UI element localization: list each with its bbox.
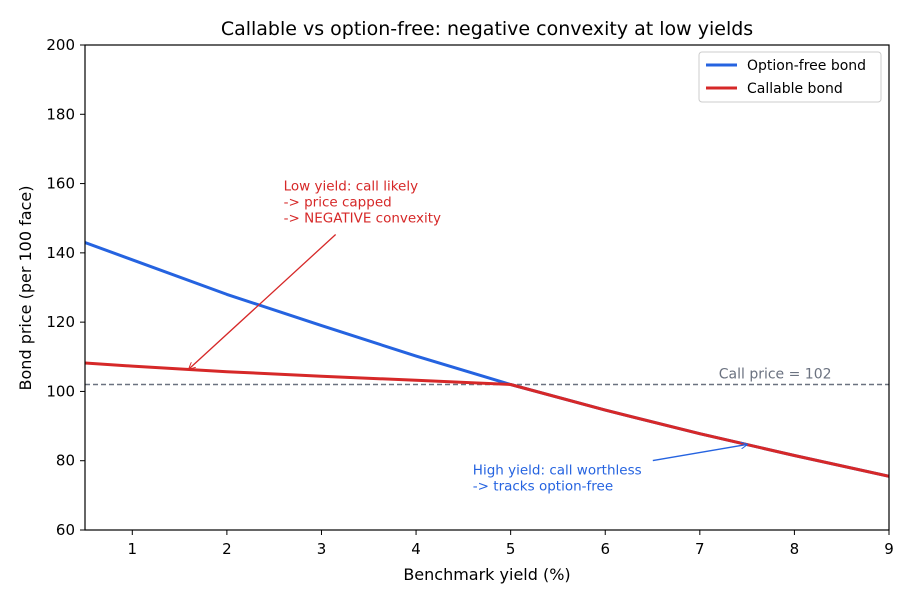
option-free-line [85,241,889,478]
legend-label-callable: Callable bond [747,81,843,97]
plot-frame [84,44,890,531]
y-tick-label: 60 [56,521,75,539]
chart-title: Callable vs option-free: negative convex… [221,18,753,40]
axis-ticks: 1 2 3 4 5 6 7 8 9 60 80 100 120 140 160 180 200 [46,36,893,558]
annotation-line: High yield: call worthless [473,463,642,479]
x-tick-label: 1 [128,540,138,558]
annotation-text: Low yield: call likely -> price capped -> … [284,179,441,227]
x-tick-label: 8 [790,540,800,558]
legend-label-option-free: Option-free bond [747,58,866,74]
x-tick-label: 4 [411,540,421,558]
annotation-text: High yield: call worthless -> tracks opti… [473,463,642,495]
y-tick-label: 100 [46,382,75,400]
y-tick-label: 120 [46,313,75,331]
annotation-line: -> tracks option-free [473,479,613,495]
x-tick-label: 5 [506,540,516,558]
x-tick-label: 7 [695,540,705,558]
annotation-line: -> price capped [284,195,392,211]
x-tick-label: 2 [222,540,232,558]
y-tick-label: 160 [46,175,75,193]
y-tick-label: 200 [46,36,75,54]
x-tick-label: 3 [317,540,327,558]
y-axis-title: Bond price (per 100 face) [16,186,35,391]
call-price-label: Call price = 102 [719,367,832,383]
annotation-arrow [652,444,747,462]
x-tick-label: 6 [600,540,610,558]
legend: Option-free bond Callable bond [698,51,882,103]
annotation-line: Low yield: call likely [284,179,418,195]
y-tick-label: 180 [46,105,75,123]
annotation-line: -> NEGATIVE convexity [284,211,441,227]
y-tick-label: 140 [46,244,75,262]
annotation-arrow [189,234,337,369]
x-tick-label: 9 [884,540,894,558]
y-tick-label: 80 [56,452,75,470]
legend-box [698,51,882,103]
x-axis-title: Benchmark yield (%) [403,565,570,584]
